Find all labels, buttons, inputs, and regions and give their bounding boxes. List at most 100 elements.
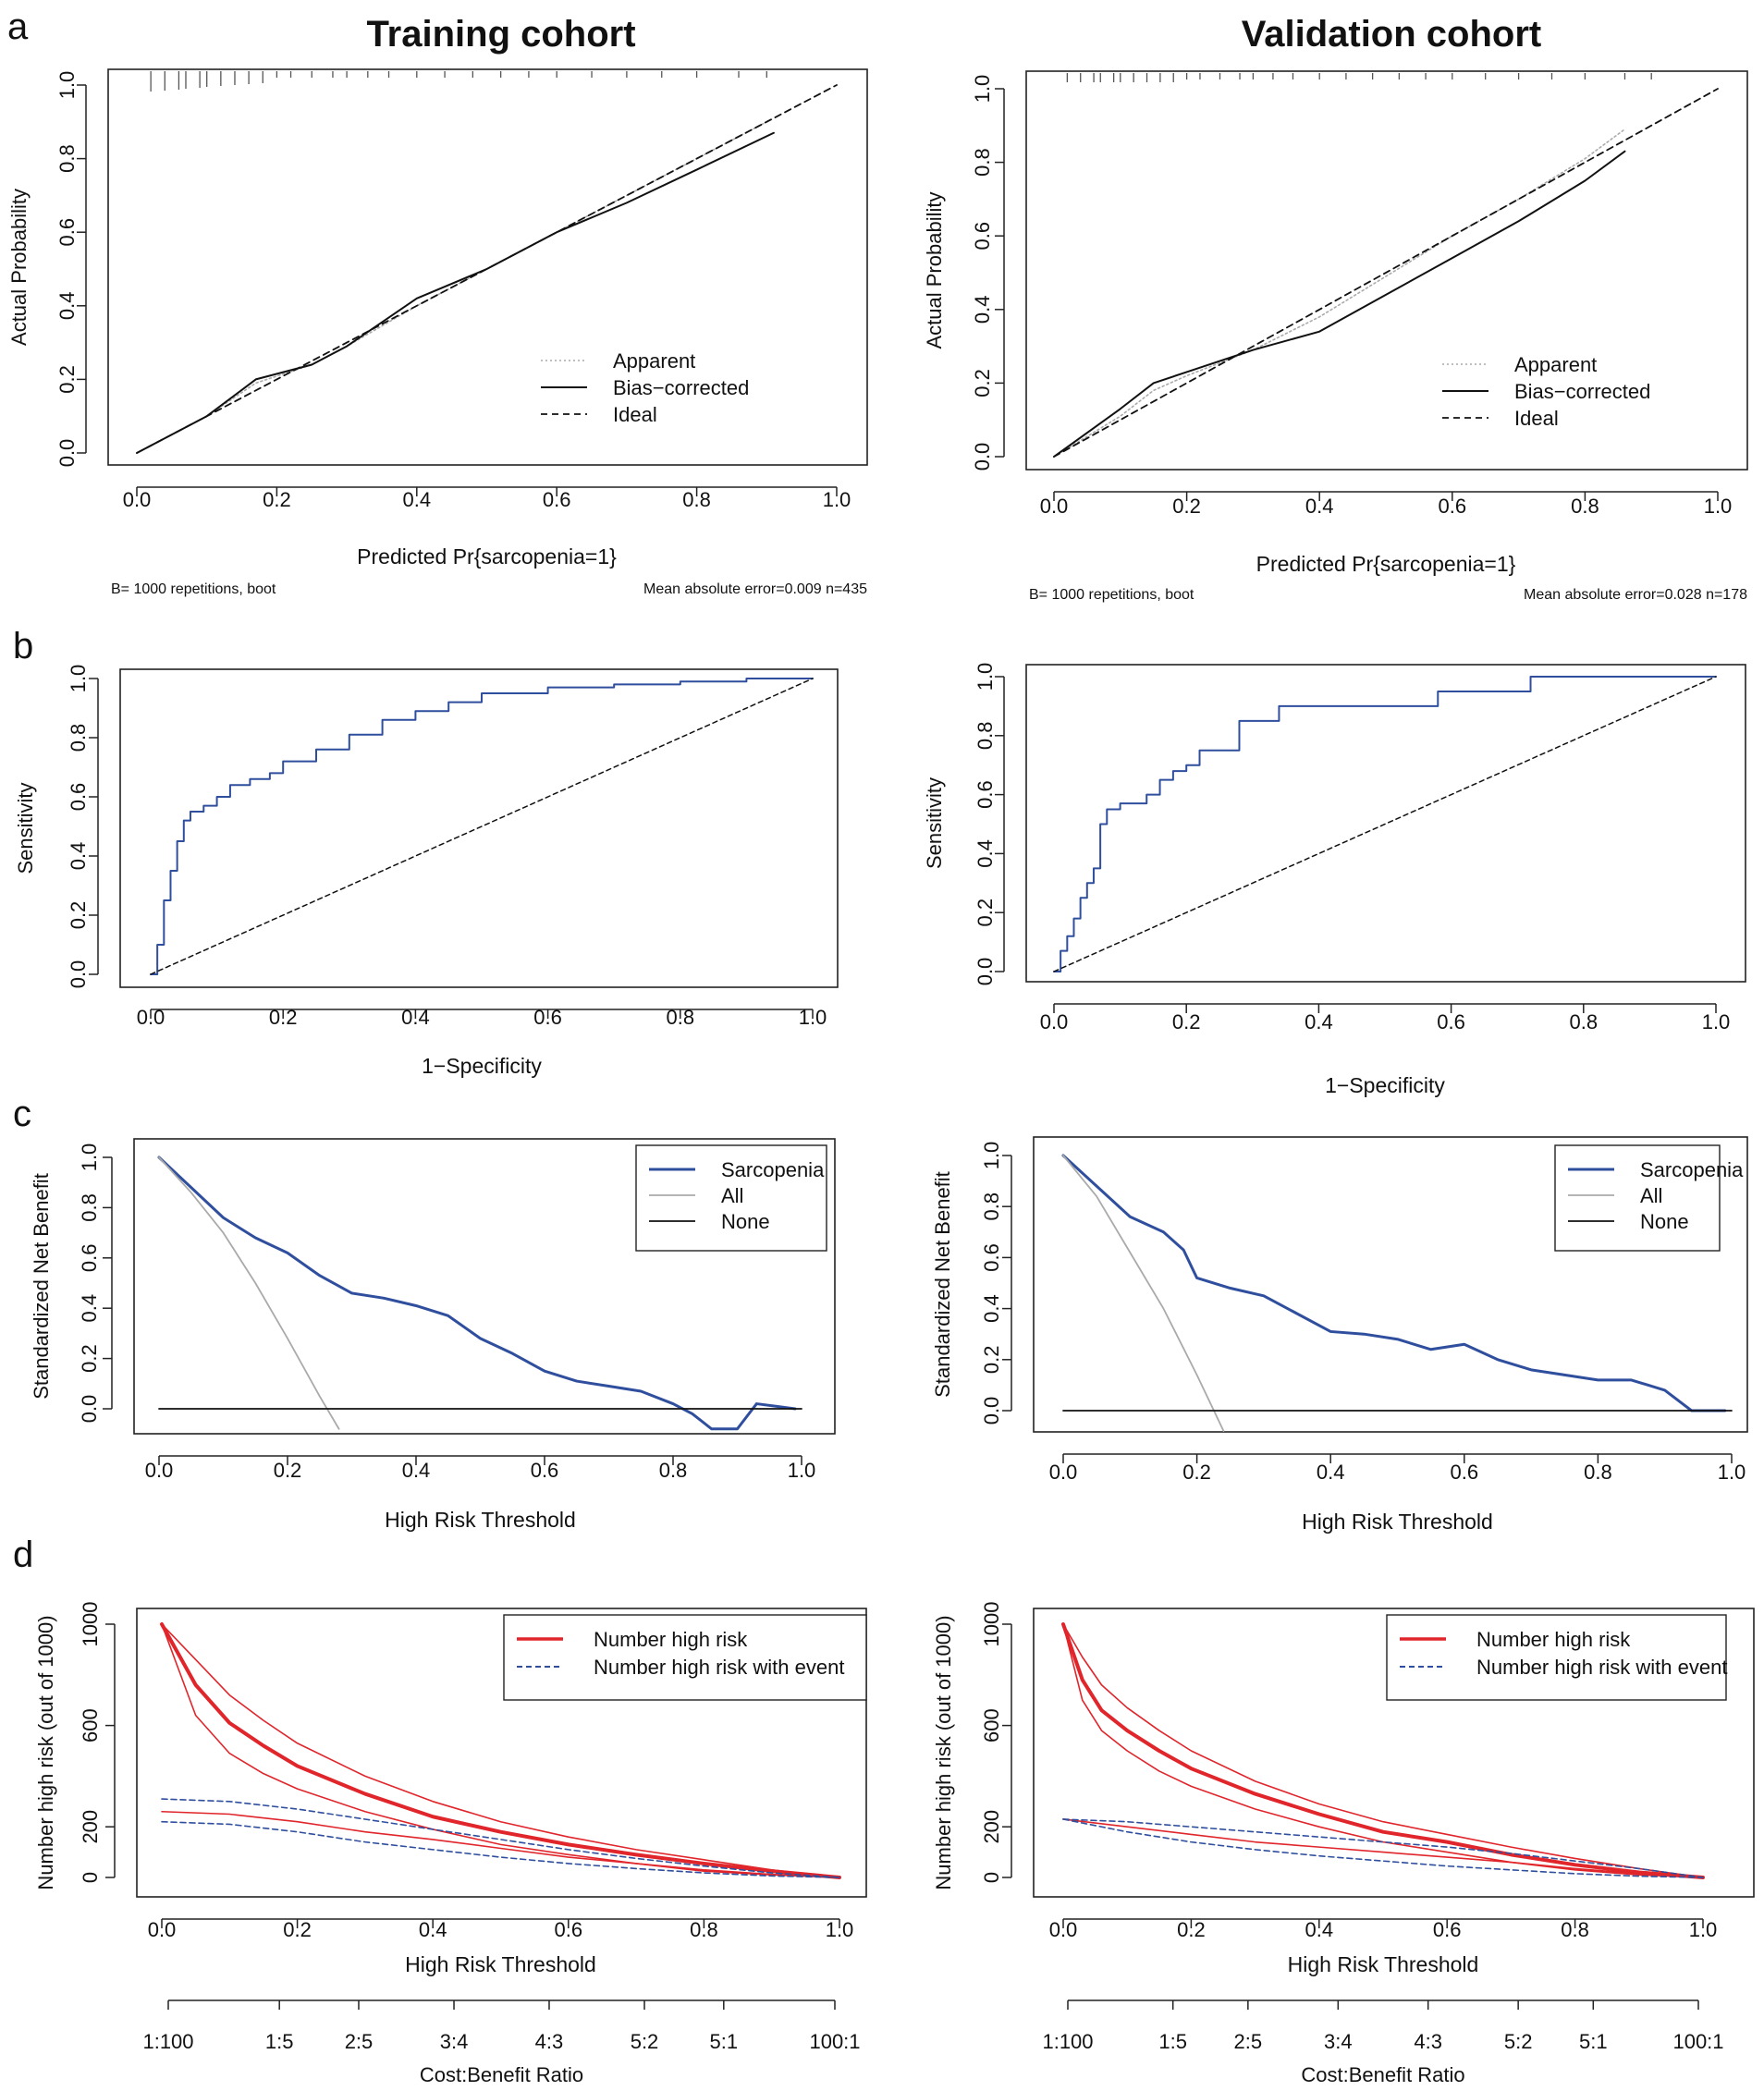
calib-train-footnote-right: Mean absolute error=0.009 n=435 xyxy=(643,581,867,597)
roc-valid-chart: 0.0 0.2 0.4 0.6 0.8 1.0 0.0 0.2 0.4 0.6 0.8 1.0 1−Sp… xyxy=(923,663,1746,1097)
cic-valid-x-tick-label: 0.0 xyxy=(1049,1918,1078,1941)
calib-valid-legend: Apparent Bias−corrected Ideal xyxy=(1442,353,1650,430)
roc-valid-x-tick-label: 0.2 xyxy=(1172,1010,1201,1033)
cic-train-series-number-high-risk-with-event xyxy=(161,1810,840,1878)
calib-valid-x-tick-label: 1.0 xyxy=(1704,495,1733,518)
calib-valid-y-tick-label: 0.4 xyxy=(971,296,994,324)
calib-train-y-tick-label: 1.0 xyxy=(55,71,79,100)
calib-valid-y-tick-label: 0.0 xyxy=(971,443,994,471)
dca-valid-series-layer xyxy=(1061,1154,1733,1432)
roc-valid-y-tick-label: 0.4 xyxy=(974,839,997,868)
calib-train-legend-label: Bias−corrected xyxy=(613,376,749,399)
dca-valid-y-tick-label: 0.6 xyxy=(980,1243,1003,1272)
roc-valid-x-tick-label: 0.8 xyxy=(1570,1010,1599,1033)
calib-train-legend-label: Apparent xyxy=(613,349,695,373)
calib-train-y-tick-label: 0.2 xyxy=(55,365,79,394)
cic-valid-x-tick-label: 0.4 xyxy=(1305,1918,1334,1941)
roc-valid-y-axis-label: Sensitivity xyxy=(923,777,946,869)
calib-train-series-bias-corrected xyxy=(136,131,775,454)
calib-train-x-tick-label: 1.0 xyxy=(823,488,851,511)
cic-train-series-number-high-risk-upper xyxy=(161,1623,840,1878)
dca-train-x-tick-label: 0.4 xyxy=(402,1459,431,1482)
roc-train-y-tick-label: 0.0 xyxy=(67,960,90,989)
cic-valid-legend-box xyxy=(1386,1614,1727,1701)
calib-train-chart: 0.0 0.2 0.4 0.6 0.8 1.0 0.0 0.2 0.4 0.6 0.8 1.0 Pred… xyxy=(7,68,868,597)
cic-train-x-tick-label: 1.0 xyxy=(826,1918,854,1941)
cic-valid-series-layer xyxy=(1061,1622,1705,1879)
calib-train-footnote-left: B= 1000 repetitions, boot xyxy=(111,581,276,597)
cic-train-x-tick-label: 0.2 xyxy=(283,1918,312,1941)
calib-valid-series-ideal xyxy=(1053,88,1719,458)
roc-train-y-tick-label: 0.4 xyxy=(67,842,90,871)
cic-train-y-tick-label: 0 xyxy=(79,1872,102,1883)
roc-valid-plot-frame xyxy=(1025,664,1746,983)
dca-valid-x-tick-label: 0.4 xyxy=(1317,1461,1345,1484)
calib-valid-x-tick-label: 0.6 xyxy=(1439,495,1467,518)
roc-valid-y-tick-label: 0.8 xyxy=(974,722,997,751)
cic-train-cost-benefit-tick-label: 5:2 xyxy=(631,2030,659,2053)
roc-train-series-layer xyxy=(150,678,814,975)
dca-valid-x-tick-label: 0.6 xyxy=(1451,1461,1479,1484)
calib-train-legend-label: Ideal xyxy=(613,403,657,426)
calib-valid-plot-frame xyxy=(1025,70,1748,471)
title-training-cohort: Training cohort xyxy=(366,14,635,55)
cic-train-series-number-high-risk xyxy=(160,1622,841,1879)
cic-valid-series-with-event-lower xyxy=(1062,1818,1704,1878)
calib-train-rug xyxy=(150,71,767,92)
calib-train-x-tick-label: 0.8 xyxy=(682,488,711,511)
cic-valid-y-tick-label: 200 xyxy=(980,1810,1003,1844)
cic-train-x-tick-label: 0.8 xyxy=(690,1918,718,1941)
calib-valid-y-tick-label: 1.0 xyxy=(971,75,994,104)
calib-valid-y-axis-label: Actual Probability xyxy=(923,192,946,349)
dca-train-legend-label: None xyxy=(721,1210,770,1233)
cic-valid-legend: Number high risk Number high risk with ev… xyxy=(1386,1614,1727,1701)
roc-train-series-roc xyxy=(150,678,814,975)
dca-train-series-all xyxy=(158,1156,340,1430)
dca-train-y-tick-label: 0.6 xyxy=(78,1244,101,1273)
dca-valid-legend-label: None xyxy=(1640,1210,1689,1233)
cic-train-cost-benefit-axis: 1:100 1:5 2:5 3:4 4:3 5:2 5:1 100:1 Cost:Benefit… xyxy=(142,1999,861,2086)
cic-train-y-tick-label: 600 xyxy=(79,1708,102,1742)
dca-train-plot-frame xyxy=(133,1138,836,1435)
cic-valid-cost-benefit-tick-label: 2:5 xyxy=(1234,2030,1263,2053)
dca-valid-y-tick-label: 0.0 xyxy=(980,1397,1003,1425)
dca-valid-legend-label: Sarcopenia xyxy=(1640,1158,1744,1181)
title-validation-cohort: Validation cohort xyxy=(1242,14,1541,55)
cic-valid-x-tick-label: 1.0 xyxy=(1689,1918,1718,1941)
roc-valid-x-tick-label: 0.0 xyxy=(1040,1010,1069,1033)
cic-train-chart: 0.0 0.2 0.4 0.6 0.8 1.0 0 200 600 1000 High Risk T… xyxy=(34,1602,867,2086)
dca-train-y-tick-label: 0.2 xyxy=(78,1344,101,1373)
roc-train-x-tick-label: 0.8 xyxy=(667,1006,695,1029)
cic-valid-cost-benefit-tick-label: 5:2 xyxy=(1504,2030,1533,2053)
calib-train-legend: Apparent Bias−corrected Ideal xyxy=(541,349,749,426)
roc-valid-y-tick-label: 0.2 xyxy=(974,899,997,927)
dca-train-x-tick-label: 0.6 xyxy=(531,1459,559,1482)
calib-valid-chart: 0.0 0.2 0.4 0.6 0.8 1.0 0.0 0.2 0.4 0.6 0.8 1.0 Pred… xyxy=(923,70,1748,603)
dca-valid-legend-box xyxy=(1554,1144,1721,1252)
calib-train-y-axis-label: Actual Probability xyxy=(7,189,31,346)
calib-valid-y-tick-label: 0.6 xyxy=(971,222,994,251)
dca-train-chart: 0.0 0.2 0.4 0.6 0.8 1.0 0.0 0.2 0.4 0.6 0.8 1.0 High… xyxy=(30,1138,836,1532)
dca-valid-chart: 0.0 0.2 0.4 0.6 0.8 1.0 0.0 0.2 0.4 0.6 0.8 1.0 High… xyxy=(931,1136,1748,1534)
calib-train-y-tick-label: 0.8 xyxy=(55,144,79,173)
calib-valid-x-tick-label: 0.0 xyxy=(1040,495,1069,518)
cic-train-legend: Number high risk Number high risk with ev… xyxy=(503,1614,867,1701)
dca-valid-x-axis-label: High Risk Threshold xyxy=(1302,1510,1493,1534)
cic-train-x-tick-label: 0.0 xyxy=(148,1918,177,1941)
calib-valid-legend-label: Ideal xyxy=(1514,407,1559,430)
cic-valid-cost-benefit-axis: 1:100 1:5 2:5 3:4 4:3 5:2 5:1 100:1 Cost:Benefit… xyxy=(1042,1999,1724,2086)
cic-valid-x-tick-label: 0.6 xyxy=(1433,1918,1462,1941)
dca-train-legend-box xyxy=(635,1144,827,1252)
cic-train-legend-box xyxy=(503,1614,867,1701)
cic-valid-cost-benefit-tick-label: 1:5 xyxy=(1158,2030,1187,2053)
roc-train-y-tick-label: 1.0 xyxy=(67,665,90,693)
dca-train-legend-label: All xyxy=(721,1184,743,1207)
roc-train-x-tick-label: 0.2 xyxy=(269,1006,298,1029)
roc-valid-x-tick-label: 0.6 xyxy=(1437,1010,1465,1033)
calib-valid-series-layer xyxy=(1053,88,1719,458)
cic-train-legend-label: Number high risk with event xyxy=(594,1656,844,1679)
dca-valid-y-tick-label: 1.0 xyxy=(980,1142,1003,1170)
cic-valid-series-number-high-risk-lower xyxy=(1062,1623,1704,1878)
calib-valid-series-bias-corrected xyxy=(1053,150,1626,458)
calib-train-plot-frame xyxy=(107,68,868,466)
